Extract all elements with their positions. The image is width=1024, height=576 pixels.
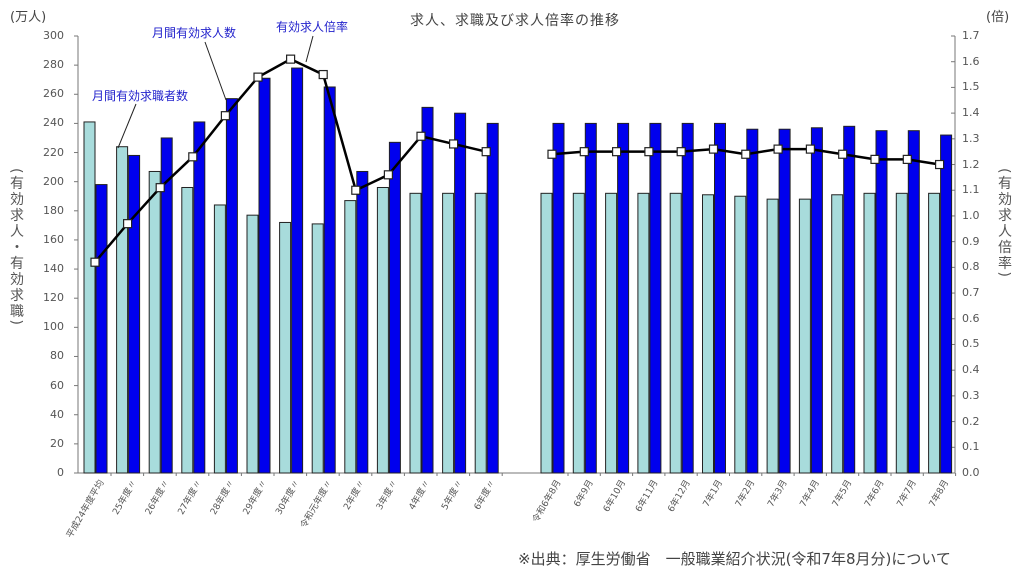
right-tick-label: 1.3: [962, 131, 980, 145]
x-tick-label: 7年1月: [700, 478, 725, 510]
right-tick-label: 0.8: [962, 260, 980, 274]
left-tick-label: 0: [57, 466, 64, 479]
annotation-seekers: 月間有効求職者数: [92, 89, 189, 103]
right-tick-label: 0.3: [962, 388, 980, 402]
right-tick-label: 1.7: [962, 29, 980, 42]
x-tick-label: 4年度〃: [406, 478, 433, 512]
left-tick-label: 40: [50, 407, 64, 421]
right-tick-label: 1.4: [962, 106, 980, 120]
right-tick-label: 0.9: [962, 234, 980, 248]
right-tick-label: 0.6: [962, 311, 980, 325]
left-tick-label: 100: [43, 320, 64, 334]
x-tick-label: 26年度〃: [142, 478, 172, 517]
x-tick-label: 3年度〃: [373, 478, 400, 512]
x-tick-label: 令和元年度〃: [297, 478, 334, 531]
left-axis-unit: (万人): [10, 10, 47, 25]
right-tick-label: 0.2: [962, 414, 980, 428]
right-tick-label: 1.2: [962, 157, 980, 171]
right-tick-label: 1.6: [962, 54, 980, 68]
source-note: ※出典：厚生労働省 一般職業紹介状況(令和7年8月分)について: [518, 550, 951, 568]
left-tick-label: 260: [43, 87, 64, 101]
right-tick-label: 1.1: [962, 183, 980, 197]
left-axis-label: (有効求人・有効求職): [8, 168, 24, 327]
x-tick-label: 2年度〃: [341, 478, 368, 512]
left-tick-label: 60: [50, 378, 64, 392]
right-tick-label: 1.5: [962, 80, 980, 94]
left-tick-label: 280: [43, 58, 64, 72]
right-tick-label: 1.0: [962, 208, 980, 222]
x-tick-label: 5年度〃: [438, 478, 465, 512]
left-tick-label: 180: [43, 203, 64, 217]
x-tick-label: 平成24年度平均: [63, 478, 106, 541]
x-tick-label: 28年度〃: [207, 478, 237, 517]
left-tick-label: 300: [43, 29, 64, 42]
left-tick-label: 160: [43, 232, 64, 246]
right-tick-label: 0.4: [962, 363, 980, 377]
left-tick-label: 220: [43, 145, 64, 159]
left-tick-label: 200: [43, 174, 64, 188]
x-tick-label: 6年11月: [633, 478, 661, 514]
x-tick-label: 7年7月: [894, 478, 919, 510]
left-tick-label: 120: [43, 291, 64, 305]
right-tick-label: 0.5: [962, 337, 980, 351]
x-tick-label: 7年4月: [797, 478, 822, 510]
x-tick-label: 6年12月: [665, 478, 693, 514]
x-tick-label: 29年度〃: [240, 478, 270, 517]
x-tick-label: 25年度〃: [110, 478, 140, 517]
x-tick-label: 7年5月: [829, 478, 854, 510]
x-tick-label: 7年2月: [732, 478, 757, 510]
right-axis-label: (有効求人倍率): [996, 168, 1012, 279]
x-tick-label: 6年10月: [600, 478, 628, 514]
x-tick-label: 7年3月: [765, 478, 790, 510]
right-tick-label: 0.1: [962, 440, 980, 454]
left-tick-label: 80: [50, 349, 64, 363]
x-tick-label: 27年度〃: [175, 478, 205, 517]
x-tick-label: 7年8月: [926, 478, 951, 510]
x-tick-label: 令和6年8月: [529, 478, 563, 525]
right-tick-label: 0.7: [962, 286, 980, 300]
x-tick-label: 6年9月: [571, 478, 596, 510]
annotation-ratio: 有効求人倍率: [276, 20, 349, 34]
annotation-offers: 月間有効求人数: [152, 26, 237, 40]
right-axis-unit: (倍): [986, 10, 1010, 25]
left-tick-label: 140: [43, 262, 64, 276]
chart-title: 求人、求職及び求人倍率の推移: [410, 13, 620, 29]
x-tick-label: 30年度〃: [273, 478, 303, 517]
x-tick-label: 6年度〃: [471, 478, 498, 512]
left-tick-label: 240: [43, 116, 64, 130]
x-tick-label: 7年6月: [861, 478, 886, 510]
left-tick-label: 20: [50, 436, 64, 450]
right-tick-label: 0.0: [962, 466, 980, 479]
